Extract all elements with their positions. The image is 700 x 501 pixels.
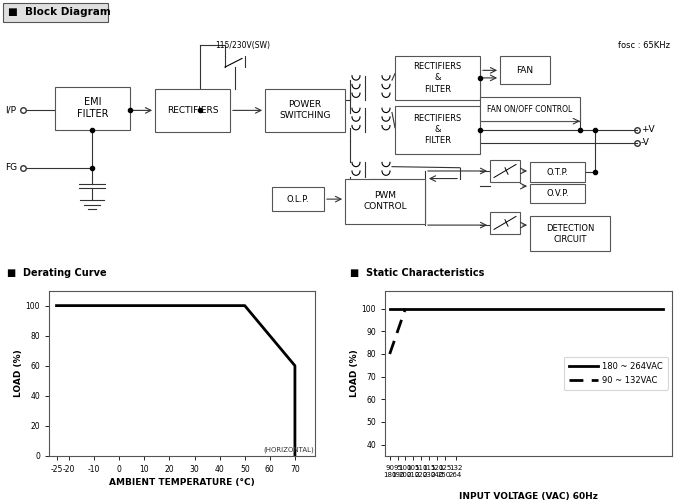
Text: RECTIFIERS
&
FILTER: RECTIFIERS & FILTER: [414, 62, 461, 94]
Bar: [272, 187, 324, 211]
Text: ■  Derating Curve: ■ Derating Curve: [7, 268, 106, 278]
Bar: [3, 3, 108, 22]
Bar: [345, 178, 425, 224]
X-axis label: INPUT VOLTAGE (VAC) 60Hz: INPUT VOLTAGE (VAC) 60Hz: [459, 492, 598, 501]
Text: fosc : 65KHz: fosc : 65KHz: [618, 41, 670, 50]
Text: EMI
FILTER: EMI FILTER: [77, 97, 108, 119]
Text: FAN ON/OFF CONTROL: FAN ON/OFF CONTROL: [487, 105, 573, 114]
Y-axis label: LOAD (%): LOAD (%): [350, 349, 358, 397]
Text: +V: +V: [641, 125, 654, 134]
Bar: [265, 89, 345, 132]
Text: ■  Static Characteristics: ■ Static Characteristics: [350, 268, 484, 278]
Line: 90 ~ 132VAC: 90 ~ 132VAC: [390, 309, 405, 354]
Y-axis label: LOAD (%): LOAD (%): [14, 349, 22, 397]
Bar: [480, 97, 580, 121]
Text: ■  Block Diagram: ■ Block Diagram: [8, 8, 111, 18]
Text: I/P: I/P: [5, 106, 16, 115]
Text: PWM
CONTROL: PWM CONTROL: [363, 191, 407, 211]
Text: POWER
SWITCHING: POWER SWITCHING: [279, 100, 330, 120]
Text: -V: -V: [641, 138, 650, 147]
90 ~ 132VAC: [386, 351, 394, 357]
Bar: [395, 56, 480, 100]
Bar: [395, 106, 480, 154]
Text: O.L.P.: O.L.P.: [287, 194, 309, 203]
Bar: [490, 212, 520, 234]
Bar: [530, 184, 585, 203]
Bar: [530, 162, 585, 182]
Text: 115/230V(SW): 115/230V(SW): [216, 41, 270, 50]
Text: O.V.P.: O.V.P.: [546, 189, 569, 198]
X-axis label: AMBIENT TEMPERATURE (°C): AMBIENT TEMPERATURE (°C): [109, 478, 255, 487]
Text: FG: FG: [5, 163, 17, 172]
Bar: [500, 56, 550, 84]
Text: RECTIFIERS: RECTIFIERS: [167, 106, 218, 115]
Text: (HORIZONTAL): (HORIZONTAL): [263, 446, 314, 453]
Text: DETECTION
CIRCUIT: DETECTION CIRCUIT: [546, 224, 594, 244]
Bar: [530, 216, 610, 251]
Text: RECTIFIERS
&
FILTER: RECTIFIERS & FILTER: [414, 114, 461, 145]
Bar: [55, 87, 130, 130]
90 ~ 132VAC: [401, 306, 410, 312]
Text: O.T.P.: O.T.P.: [547, 167, 568, 176]
Legend: 180 ~ 264VAC, 90 ~ 132VAC: 180 ~ 264VAC, 90 ~ 132VAC: [564, 357, 668, 390]
Bar: [490, 160, 520, 182]
Text: FAN: FAN: [517, 66, 533, 75]
Bar: [155, 89, 230, 132]
